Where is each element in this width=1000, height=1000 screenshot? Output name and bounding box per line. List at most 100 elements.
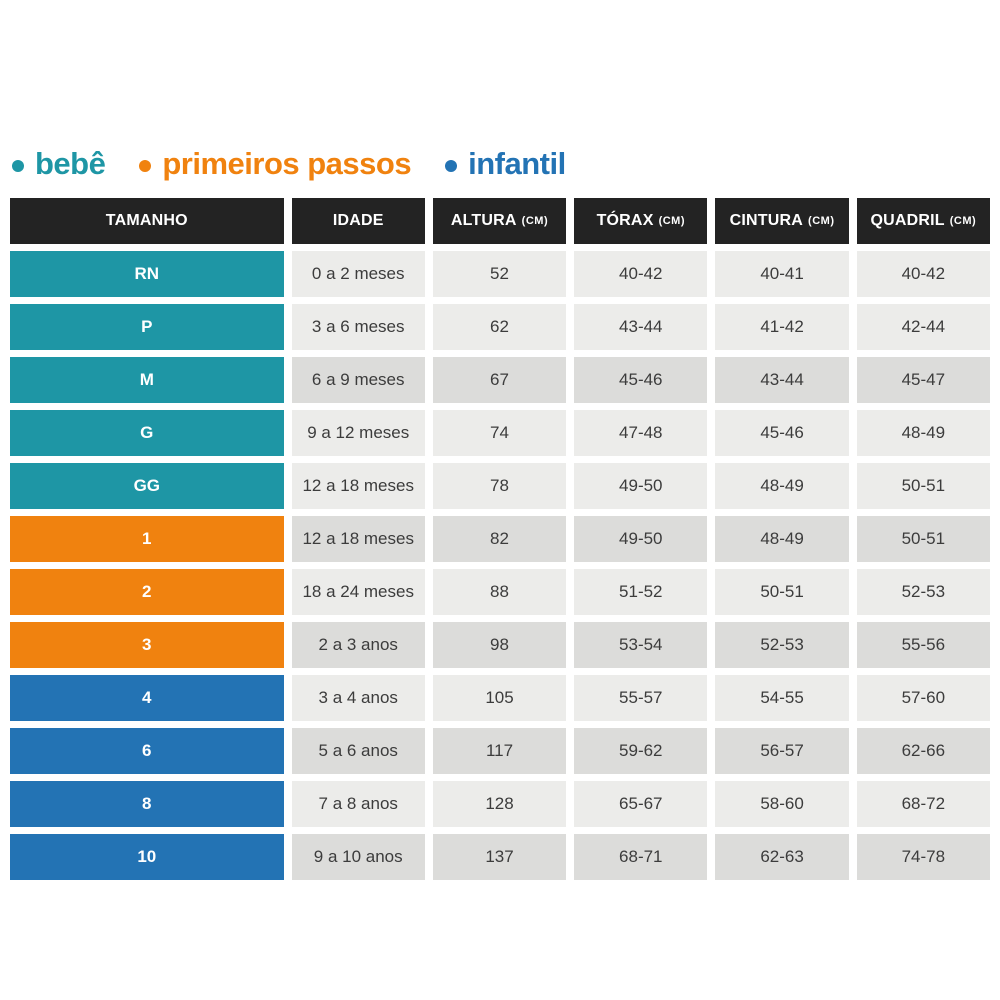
waist-cell: 43-44: [715, 357, 849, 403]
hip-cell: 68-72: [856, 781, 990, 827]
chest-cell: 59-62: [574, 728, 708, 774]
waist-cell: 52-53: [715, 622, 849, 668]
chest-cell: 55-57: [574, 675, 708, 721]
waist-cell: 50-51: [715, 569, 849, 615]
hip-cell: 62-66: [856, 728, 990, 774]
header-idade: IDADE: [291, 198, 425, 244]
height-cell: 117: [432, 728, 567, 774]
hip-cell: 45-47: [856, 357, 990, 403]
height-cell: 105: [432, 675, 567, 721]
height-cell: 82: [432, 516, 567, 562]
hip-cell: 57-60: [856, 675, 990, 721]
waist-cell: 45-46: [715, 410, 849, 456]
header-quadril: QUADRIL (CM): [856, 198, 990, 244]
size-chart: bebê primeiros passos infantil TAMANHO I…: [10, 143, 990, 880]
height-cell: 62: [432, 304, 567, 350]
height-cell: 128: [432, 781, 567, 827]
hip-cell: 52-53: [856, 569, 990, 615]
legend: bebê primeiros passos infantil: [12, 143, 990, 185]
hip-cell: 48-49: [856, 410, 990, 456]
hip-cell: 42-44: [856, 304, 990, 350]
chest-cell: 47-48: [574, 410, 708, 456]
age-cell: 2 a 3 anos: [291, 622, 425, 668]
age-cell: 3 a 6 meses: [291, 304, 425, 350]
size-cell: 10: [10, 834, 284, 880]
header-torax: TÓRAX (CM): [574, 198, 708, 244]
legend-label: infantil: [468, 146, 566, 181]
size-cell: 3: [10, 622, 284, 668]
header-unit: (CM): [808, 215, 835, 227]
age-cell: 5 a 6 anos: [291, 728, 425, 774]
height-cell: 52: [432, 251, 567, 297]
age-cell: 3 a 4 anos: [291, 675, 425, 721]
hip-cell: 40-42: [856, 251, 990, 297]
height-cell: 74: [432, 410, 567, 456]
bullet-icon: [139, 159, 152, 172]
waist-cell: 62-63: [715, 834, 849, 880]
age-cell: 0 a 2 meses: [291, 251, 425, 297]
header-label: IDADE: [332, 212, 384, 229]
waist-cell: 56-57: [715, 728, 849, 774]
height-cell: 98: [432, 622, 567, 668]
table-row-size-GG: GG 12 a 18 meses 78 49-50 48-49 50-51: [10, 463, 990, 509]
header-label: ALTURA: [450, 212, 517, 229]
table-row-size-RN: RN 0 a 2 meses 52 40-42 40-41 40-42: [10, 251, 990, 297]
legend-item-bebe: bebê: [12, 146, 106, 182]
header-label: QUADRIL: [870, 212, 945, 229]
bullet-icon: [445, 159, 458, 172]
age-cell: 12 a 18 meses: [291, 516, 425, 562]
header-label: TÓRAX: [596, 212, 654, 229]
header-tamanho: TAMANHO: [10, 198, 284, 244]
chest-cell: 51-52: [574, 569, 708, 615]
header-label: TAMANHO: [105, 212, 188, 229]
size-cell: P: [10, 304, 284, 350]
size-cell: RN: [10, 251, 284, 297]
size-cell: 4: [10, 675, 284, 721]
age-cell: 7 a 8 anos: [291, 781, 425, 827]
size-cell: GG: [10, 463, 284, 509]
table-row-size-2: 2 18 a 24 meses 88 51-52 50-51 52-53: [10, 569, 990, 615]
height-cell: 67: [432, 357, 567, 403]
age-cell: 9 a 10 anos: [291, 834, 425, 880]
chest-cell: 45-46: [574, 357, 708, 403]
legend-item-primeiros-passos: primeiros passos: [139, 146, 412, 182]
chest-cell: 65-67: [574, 781, 708, 827]
bullet-icon: [12, 159, 24, 172]
table-row-size-1: 1 12 a 18 meses 82 49-50 48-49 50-51: [10, 516, 990, 562]
table-header-row: TAMANHO IDADE ALTURA (CM) TÓRAX (CM) CIN…: [10, 198, 990, 244]
chest-cell: 49-50: [574, 463, 708, 509]
chest-cell: 40-42: [574, 251, 708, 297]
header-cintura: CINTURA (CM): [715, 198, 849, 244]
header-unit: (CM): [949, 215, 977, 227]
size-cell: 6: [10, 728, 284, 774]
hip-cell: 50-51: [856, 463, 990, 509]
legend-label: bebê: [35, 146, 106, 181]
chest-cell: 53-54: [574, 622, 708, 668]
waist-cell: 58-60: [715, 781, 849, 827]
waist-cell: 40-41: [715, 251, 849, 297]
height-cell: 88: [432, 569, 567, 615]
age-cell: 18 a 24 meses: [291, 569, 425, 615]
waist-cell: 54-55: [715, 675, 849, 721]
chest-cell: 43-44: [574, 304, 708, 350]
waist-cell: 41-42: [715, 304, 849, 350]
size-cell: 1: [10, 516, 284, 562]
header-altura: ALTURA (CM): [432, 198, 567, 244]
legend-item-infantil: infantil: [445, 146, 566, 182]
age-cell: 12 a 18 meses: [291, 463, 425, 509]
height-cell: 137: [432, 834, 567, 880]
age-cell: 6 a 9 meses: [291, 357, 425, 403]
hip-cell: 50-51: [856, 516, 990, 562]
waist-cell: 48-49: [715, 463, 849, 509]
table-row-size-10: 10 9 a 10 anos 137 68-71 62-63 74-78: [10, 834, 990, 880]
header-label: CINTURA: [729, 212, 804, 229]
size-cell: G: [10, 410, 284, 456]
age-cell: 9 a 12 meses: [291, 410, 425, 456]
height-cell: 78: [432, 463, 567, 509]
legend-label: primeiros passos: [162, 146, 412, 181]
